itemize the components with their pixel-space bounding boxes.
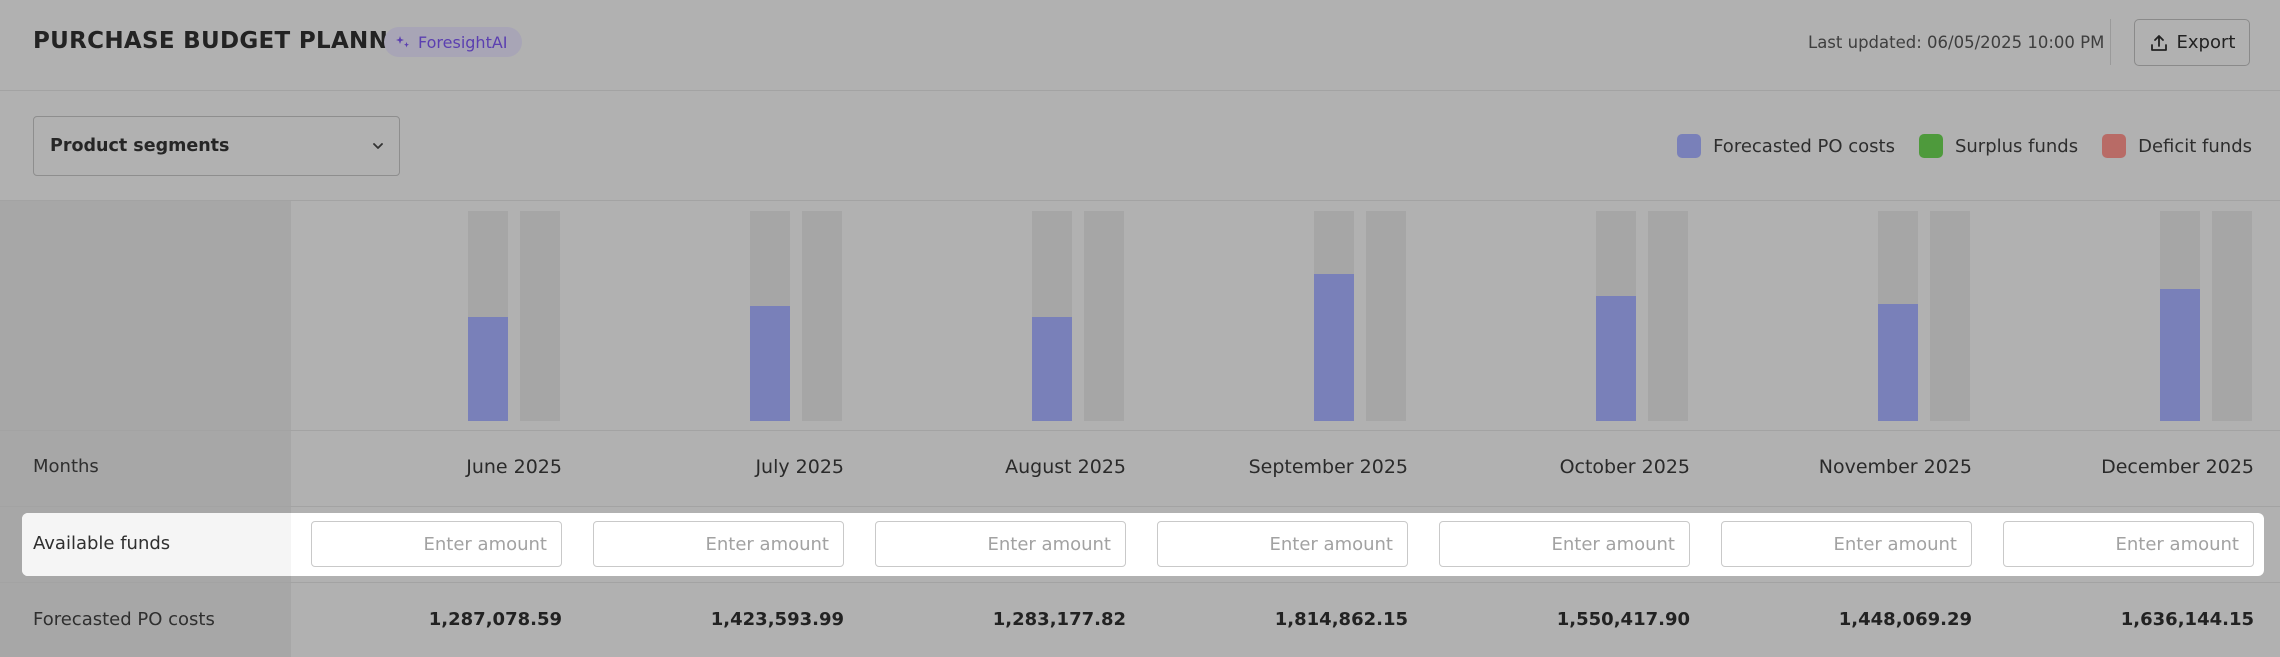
ai-badge-label: ForesightAI — [418, 32, 508, 52]
month-header: November 2025 — [1818, 456, 1972, 478]
legend-label-surplus: Surplus funds — [1954, 135, 2079, 157]
available-funds-input[interactable] — [1721, 521, 1972, 567]
forecasted-costs-row: Forecasted PO costs 1,287,078.59 1,423,59… — [0, 582, 2280, 657]
surplus-swatch — [1918, 134, 1943, 158]
available-funds-input[interactable] — [1157, 521, 1408, 567]
legend-item-forecasted: Forecasted PO costs — [1677, 134, 1895, 158]
available-funds-input[interactable] — [593, 521, 844, 567]
forecasted-cost-value: 1,550,417.90 — [1556, 609, 1690, 630]
months-row: Months June 2025 July 2025 August 2025 Sept… — [0, 431, 2280, 507]
export-button[interactable]: Export — [2134, 19, 2250, 66]
forecast-bar[interactable] — [1596, 296, 1636, 421]
month-header: September 2025 — [1248, 456, 1408, 478]
chevron-down-icon — [373, 143, 383, 149]
funds-bar-track — [2212, 211, 2252, 421]
export-button-label: Export — [2176, 32, 2236, 53]
export-icon — [2150, 34, 2167, 51]
month-header: June 2025 — [466, 456, 562, 478]
funds-bar-track — [802, 211, 842, 421]
legend-item-deficit: Deficit funds — [2102, 134, 2252, 158]
toolbar: Product segments Forecasted PO costs Sur… — [0, 91, 2280, 201]
forecasted-cost-value: 1,814,862.15 — [1274, 609, 1408, 630]
product-segments-dropdown[interactable]: Product segments — [33, 116, 400, 176]
forecasted-cost-value: 1,448,069.29 — [1838, 609, 1972, 630]
available-funds-input[interactable] — [1439, 521, 1690, 567]
forecasted-cost-value: 1,287,078.59 — [428, 609, 562, 630]
sparkle-icon — [396, 36, 409, 48]
forecast-bar[interactable] — [2160, 289, 2200, 421]
forecasted-cost-value: 1,423,593.99 — [710, 609, 844, 630]
foresight-ai-badge: ForesightAI — [384, 27, 522, 57]
forecast-bar[interactable] — [468, 317, 508, 421]
budget-chart — [0, 201, 2280, 431]
page-header: PURCHASE BUDGET PLANNER ForesightAI Last… — [0, 0, 2280, 91]
forecast-bar[interactable] — [1314, 274, 1354, 421]
header-divider — [2110, 19, 2111, 65]
month-header: October 2025 — [1559, 456, 1690, 478]
forecasted-swatch — [1677, 134, 1702, 158]
funds-bar-track — [1930, 211, 1970, 421]
last-updated-text: Last updated: 06/05/2025 10:00 PM — [1808, 33, 2105, 52]
funds-bar-track — [1366, 211, 1406, 421]
month-header: July 2025 — [755, 456, 844, 478]
months-row-label: Months — [33, 456, 99, 477]
product-segments-label: Product segments — [50, 136, 230, 156]
available-funds-input[interactable] — [311, 521, 562, 567]
funds-bar-track — [1648, 211, 1688, 421]
available-funds-input[interactable] — [875, 521, 1126, 567]
available-funds-label-cell — [22, 513, 291, 576]
month-header: December 2025 — [2101, 456, 2254, 478]
page-title: PURCHASE BUDGET PLANNER — [33, 28, 423, 54]
forecasted-cost-value: 1,636,144.15 — [2120, 609, 2254, 630]
available-funds-input[interactable] — [2003, 521, 2254, 567]
deficit-swatch — [2102, 134, 2127, 158]
row-label-column — [0, 201, 291, 657]
funds-bar-track — [1084, 211, 1124, 421]
forecasted-costs-row-label: Forecasted PO costs — [33, 609, 215, 630]
legend-label-deficit: Deficit funds — [2138, 135, 2252, 157]
forecast-bar[interactable] — [1032, 317, 1072, 421]
month-header: August 2025 — [1005, 456, 1126, 478]
available-funds-label: Available funds — [33, 533, 171, 554]
forecast-bar[interactable] — [750, 306, 790, 421]
available-funds-row: Available funds — [22, 513, 2264, 576]
forecasted-cost-value: 1,283,177.82 — [992, 609, 1126, 630]
funds-bar-track — [520, 211, 560, 421]
legend-label-forecasted: Forecasted PO costs — [1713, 135, 1895, 157]
forecast-bar[interactable] — [1878, 304, 1918, 421]
chart-legend: Forecasted PO costs Surplus funds Defici… — [1653, 134, 2252, 158]
legend-item-surplus: Surplus funds — [1918, 134, 2079, 158]
